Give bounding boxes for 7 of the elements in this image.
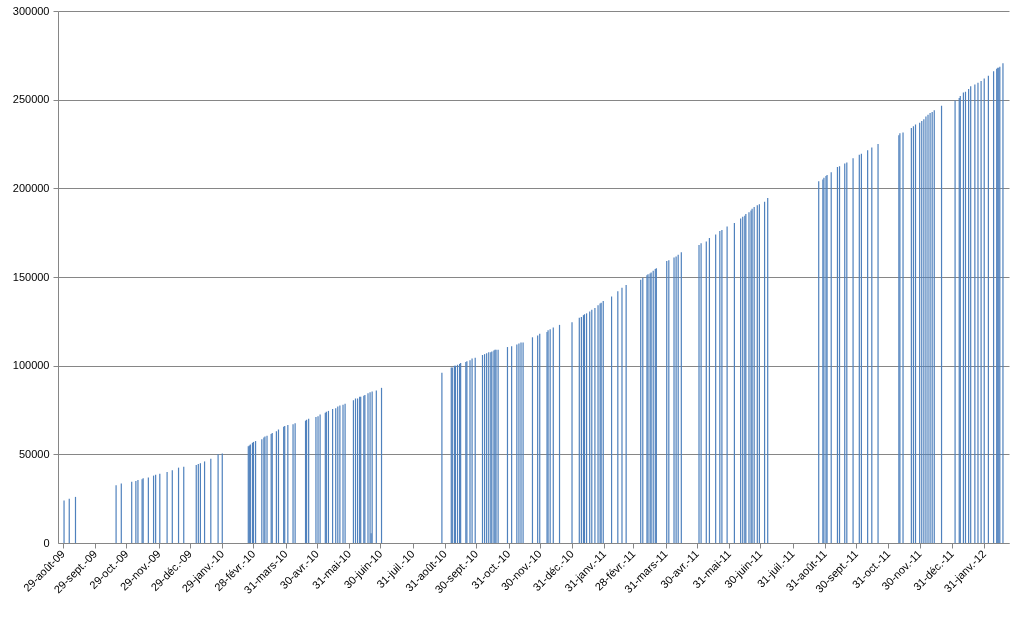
y-tick-label: 100000 bbox=[12, 359, 50, 372]
y-tick-label: 250000 bbox=[12, 93, 50, 106]
y-tick-label: 300000 bbox=[12, 4, 50, 17]
y-tick-label: 50000 bbox=[18, 447, 50, 460]
y-tick-label: 200000 bbox=[12, 181, 50, 194]
y-tick-label: 150000 bbox=[12, 270, 50, 283]
y-tick-label: 0 bbox=[43, 536, 50, 549]
